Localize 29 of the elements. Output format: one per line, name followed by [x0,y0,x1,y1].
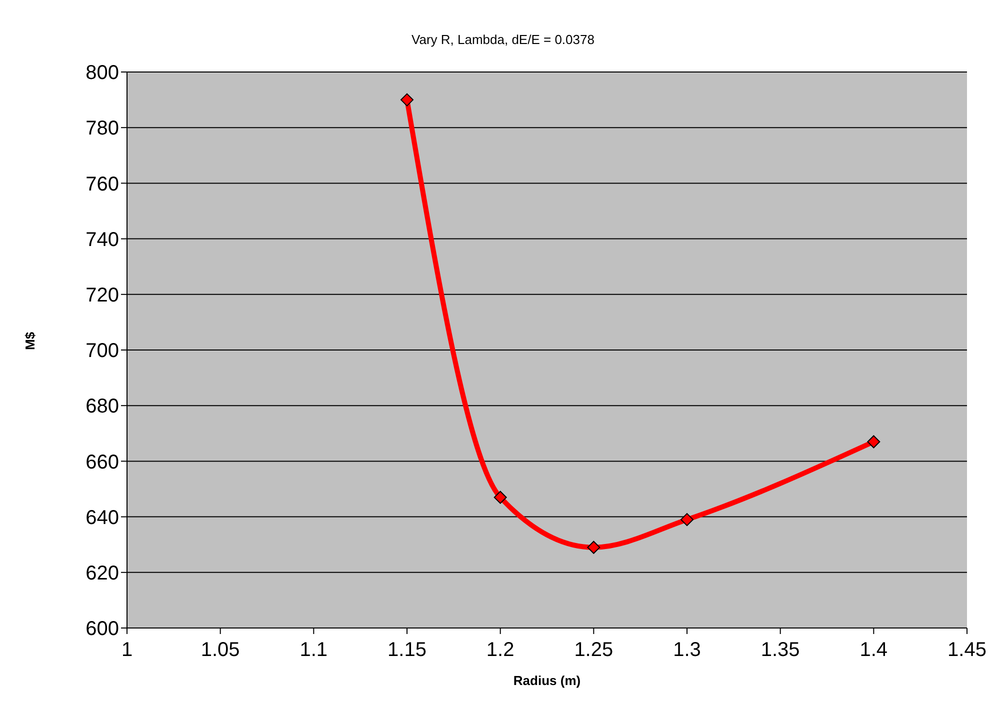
x-tick-label: 1 [121,639,133,662]
x-tick-label: 1.3 [673,639,701,662]
y-axis-title: M$ [22,331,38,350]
x-tick-label: 1.15 [388,639,426,662]
y-tick-label: 700 [86,340,119,362]
x-tick-label: 1.45 [948,639,986,662]
x-tick-label: 1.2 [486,639,514,662]
x-axis-title: Radius (m) [513,673,581,688]
x-tick-label: 1.25 [574,639,614,662]
point [400,93,414,106]
y-tick-label: 660 [86,451,119,474]
y-tick-label: 780 [86,118,119,140]
y-tick-label: 680 [86,396,119,418]
chart-title: Vary R, Lambda, dE/E = 0.0378 [410,32,596,47]
point [587,540,600,554]
point [494,490,507,504]
y-tick-label: 720 [86,284,119,306]
y-tick-label: 640 [86,506,119,529]
y-tick-label: 740 [86,228,119,251]
x-tick-label: 1.35 [760,639,800,662]
y-tick-label: 620 [86,562,119,584]
x-tick-label: 1.1 [300,639,328,662]
x-tick-label: 1.4 [860,639,888,662]
y-tick-label: 600 [86,618,119,640]
y-tick-label: 760 [86,173,119,196]
y-tick-label: 800 [86,62,119,84]
x-tick-label: 1.05 [200,639,240,662]
point [680,513,694,526]
point [867,435,880,448]
